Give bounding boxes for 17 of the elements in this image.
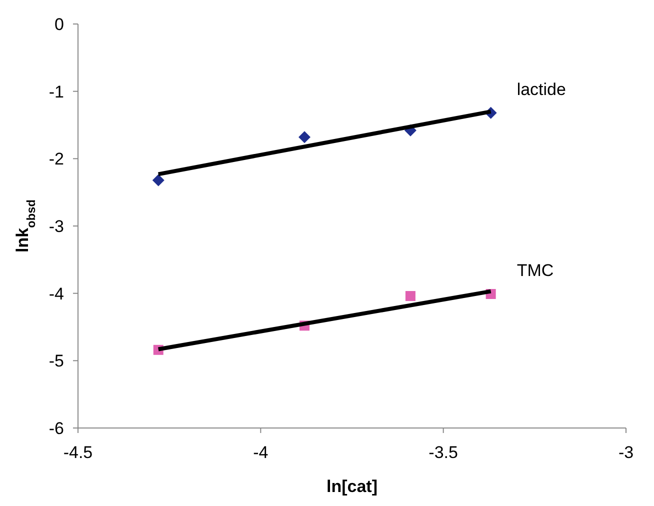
- y-tick-label: -6: [48, 418, 64, 438]
- y-tick-label: 0: [54, 14, 64, 34]
- y-tick-label: -4: [48, 284, 64, 304]
- x-tick-label: -3: [618, 443, 634, 462]
- x-tick-label: -4: [253, 443, 268, 462]
- point: [298, 131, 311, 144]
- point: [405, 291, 416, 302]
- x-tick-label: -4.5: [63, 443, 93, 462]
- point: [152, 174, 164, 186]
- x-axis-title: ln[cat]: [326, 477, 378, 496]
- x-tick-label: -3.5: [428, 443, 458, 462]
- series-label: TMC: [516, 261, 554, 280]
- y-tick-label: -2: [48, 150, 64, 169]
- y-tick-label: -3: [48, 216, 64, 236]
- y-tick-label: -5: [48, 352, 64, 371]
- series-label: lactide: [516, 80, 566, 99]
- y-tick-label: -1: [48, 82, 64, 102]
